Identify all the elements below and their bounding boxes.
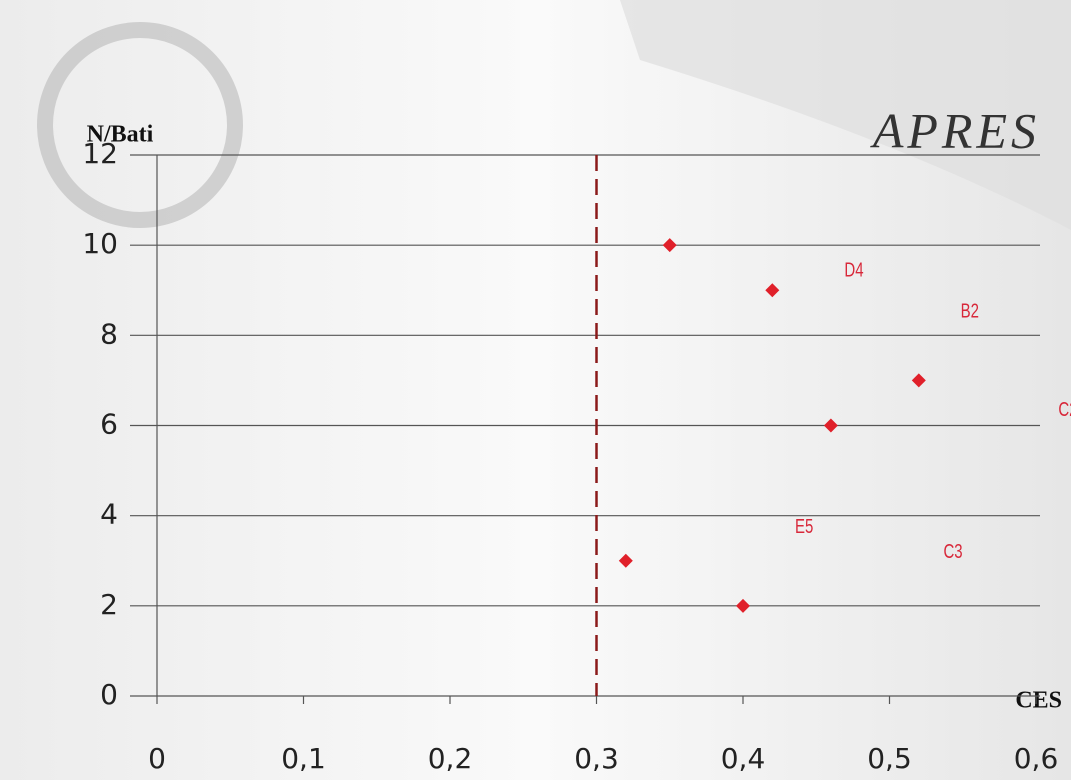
y-tick-label: 4 [100,498,118,531]
chart-title: APRES [870,102,1040,158]
data-point [736,598,750,613]
x-tick-label: 0 [148,742,166,775]
x-tick-label: 0,4 [721,742,766,775]
x-tick-label: 0,1 [281,742,326,775]
point-label: E5 [795,515,813,538]
point-label: B2 [961,299,979,322]
data-point [618,553,633,568]
x-tick-label: 0,5 [867,742,912,775]
point-label: D4 [844,258,863,281]
brush-texture [620,0,1071,230]
y-tick-label: 12 [82,137,118,170]
data-point [911,373,926,388]
y-tick-label: 2 [100,588,118,621]
y-axis-label: N/Bati [87,122,154,148]
y-tick-label: 10 [82,227,118,260]
data-point [765,283,780,298]
brush-circle [37,22,243,228]
point-label: C3 [943,540,962,563]
y-tick-label: 6 [100,408,118,441]
x-tick-label: 0,3 [574,742,619,775]
point-label: C2 [1058,398,1071,421]
y-tick-label: 0 [100,678,118,711]
y-tick-label: 8 [100,317,118,350]
data-point [823,418,838,433]
data-point [662,238,677,253]
x-tick-label: 0,2 [428,742,473,775]
x-tick-label: 0,6 [1014,742,1059,775]
x-axis-label: CES [1015,688,1062,714]
